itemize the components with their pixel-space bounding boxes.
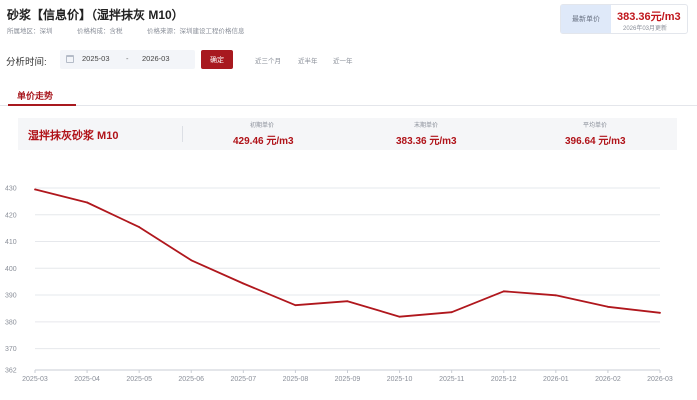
data-point (86, 201, 88, 204)
page-header: 砂浆【信息价】（湿拌抹灰 M10） 所属地区：深圳 价格构成：含税 价格来源：深… (0, 0, 697, 40)
confirm-button[interactable]: 确定 (201, 50, 233, 69)
data-point (398, 315, 401, 318)
price-composition-info: 价格构成：含税 (77, 28, 123, 35)
final-price-value: 383.36 元/m3 (396, 136, 457, 147)
end-date-input[interactable]: 2026-03 (142, 54, 170, 63)
y-tick-label: 420 (5, 212, 17, 219)
quick-range-half-year[interactable]: 近半年 (298, 58, 318, 65)
calendar-icon (66, 55, 74, 63)
y-tick-label: 380 (5, 319, 17, 326)
y-tick-label: 370 (5, 346, 17, 353)
y-tick-label: 430 (5, 186, 17, 193)
data-point (34, 188, 36, 191)
data-point (450, 311, 453, 314)
price-source-info: 价格来源：深圳建设工程价格信息 (147, 28, 245, 35)
average-price-value: 396.64 元/m3 (565, 136, 626, 147)
x-tick-label: 2025-12 (491, 376, 517, 383)
x-tick-label: 2026-02 (595, 376, 621, 383)
quick-range-1-year[interactable]: 近一年 (333, 58, 353, 65)
x-tick-label: 2025-06 (178, 376, 204, 383)
x-tick-label: 2025-03 (22, 376, 48, 383)
data-point (242, 282, 245, 285)
date-range-picker[interactable]: 2025-03 - 2026-03 (60, 50, 195, 69)
x-tick-label: 2026-03 (647, 376, 673, 383)
material-name: 湿拌抹灰砂浆 M10 (28, 130, 119, 142)
latest-price-value: 383.36元/m3 (617, 11, 681, 23)
final-price-label: 末期单价 (414, 123, 439, 129)
price-trend-chart: 362 370 380 390 400 410 420 430 2025-03 2025-04 20… (5, 186, 673, 384)
x-tick-label: 2025-10 (387, 376, 413, 383)
quick-range-3-months[interactable]: 近三个月 (255, 58, 281, 65)
y-tick-label: 362 (5, 368, 17, 375)
analysis-time-label: 分析时间: (6, 57, 47, 68)
region-info: 所属地区：深圳 (7, 28, 53, 35)
data-point (502, 290, 505, 293)
start-date-input[interactable]: 2025-03 (82, 54, 110, 63)
tab-price-trend[interactable]: 单价走势 (8, 86, 76, 106)
x-tick-label: 2025-04 (74, 376, 100, 383)
page-title: 砂浆【信息价】（湿拌抹灰 M10） (7, 8, 184, 22)
data-point (659, 311, 661, 314)
data-point (607, 305, 609, 308)
initial-price-value: 429.46 元/m3 (233, 136, 294, 147)
latest-price-card: 最新单价 383.36元/m3 2026年03月更新 (560, 4, 688, 34)
price-series-line (34, 188, 661, 318)
y-tick-label: 410 (5, 239, 17, 246)
x-tick-label: 2025-05 (126, 376, 152, 383)
average-price-label: 平均单价 (583, 123, 608, 129)
latest-update-date: 2026年03月更新 (623, 26, 668, 32)
x-tick-label: 2025-07 (230, 376, 256, 383)
x-tick-label: 2025-09 (335, 376, 361, 383)
data-point (346, 300, 349, 303)
data-point (190, 259, 193, 262)
price-summary: 湿拌抹灰砂浆 M10 初期单价 429.46 元/m3 末期单价 383.36 … (18, 118, 677, 150)
x-tick-label: 2025-11 (439, 376, 464, 383)
x-tick-label: 2025-08 (283, 376, 309, 383)
data-point (294, 304, 297, 307)
summary-divider (182, 126, 183, 142)
data-point (554, 294, 557, 297)
y-tick-label: 390 (5, 293, 17, 300)
date-separator: - (126, 54, 129, 63)
data-point (138, 226, 141, 228)
tab-bar: 单价走势 (0, 86, 697, 106)
filter-bar: 分析时间: 2025-03 - 2026-03 确定 近三个月 近半年 近一年 (0, 46, 697, 74)
latest-price-label: 最新单价 (561, 5, 611, 33)
y-tick-label: 400 (5, 266, 17, 273)
x-tick-label: 2026-01 (543, 376, 569, 383)
tab-price-trend-label: 单价走势 (17, 91, 54, 101)
initial-price-label: 初期单价 (250, 123, 275, 129)
